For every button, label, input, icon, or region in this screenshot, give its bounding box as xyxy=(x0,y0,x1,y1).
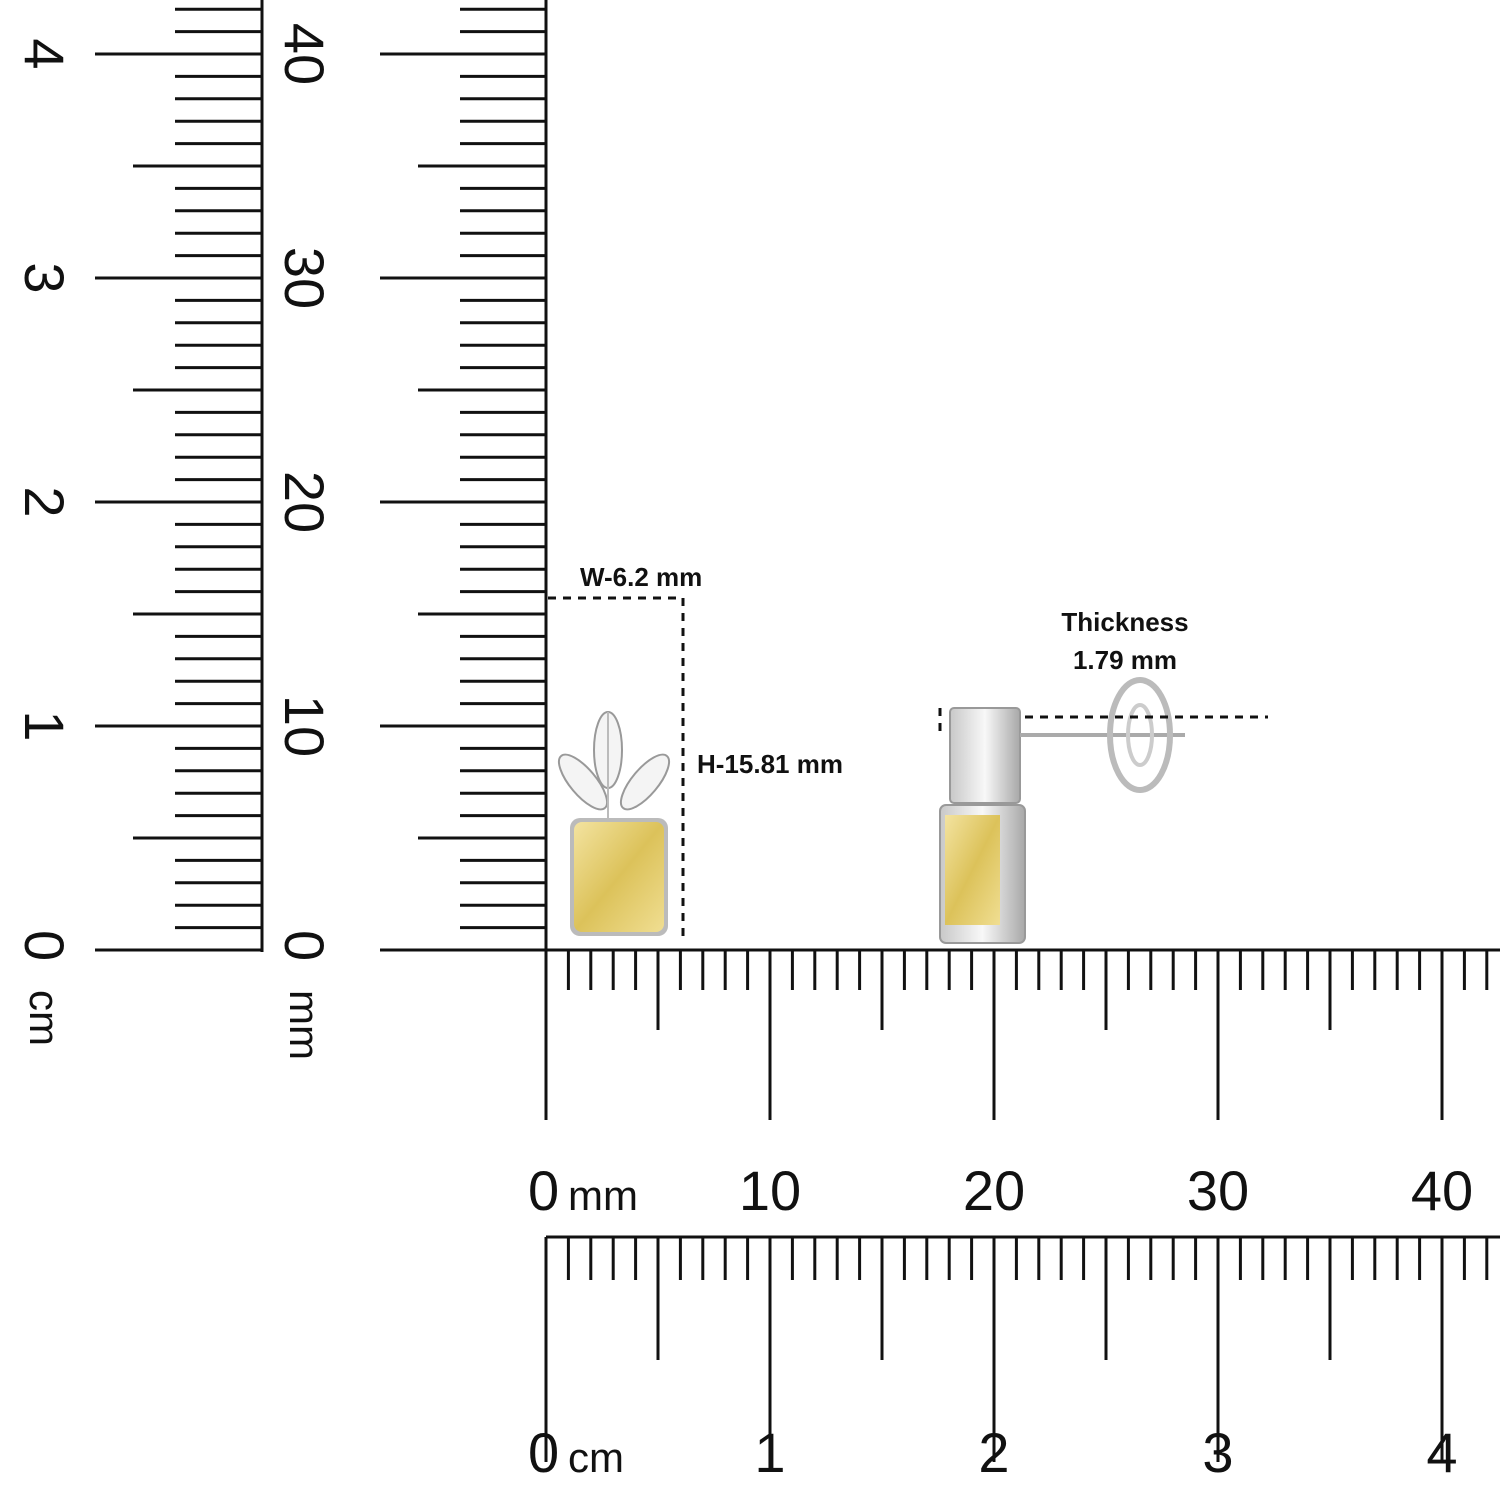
ruler-label: 3 xyxy=(1202,1421,1233,1484)
ruler-label: 2 xyxy=(13,486,76,517)
ruler-label: 40 xyxy=(273,23,336,85)
ruler-label: 3 xyxy=(13,262,76,293)
ruler-label: 0 xyxy=(528,1159,559,1222)
ruler-label: 0 xyxy=(13,930,76,961)
earring-front xyxy=(557,711,671,936)
ruler-label: 10 xyxy=(739,1159,801,1222)
ruler-label: 30 xyxy=(273,247,336,309)
ruler-label: 10 xyxy=(273,695,336,757)
ruler-unit: mm xyxy=(568,1172,638,1219)
height-label: H-15.81 mm xyxy=(697,749,843,779)
ruler-label: 1 xyxy=(13,710,76,741)
ruler-label: 20 xyxy=(963,1159,1025,1222)
ruler-label: 40 xyxy=(1411,1159,1473,1222)
ruler-label: 0 xyxy=(273,930,336,961)
ruler-label: 0 xyxy=(528,1421,559,1484)
ruler-label: 1 xyxy=(754,1421,785,1484)
ruler-unit: mm xyxy=(281,990,328,1060)
ruler-label: 4 xyxy=(13,38,76,69)
ruler-label: 30 xyxy=(1187,1159,1249,1222)
thickness-value: 1.79 mm xyxy=(1073,645,1177,675)
ruler-label: 4 xyxy=(1426,1421,1457,1484)
thickness-label: Thickness xyxy=(1061,607,1188,637)
ruler-unit: cm xyxy=(568,1434,624,1481)
ruler-unit: cm xyxy=(21,990,68,1046)
ruler-label: 2 xyxy=(978,1421,1009,1484)
width-label: W-6.2 mm xyxy=(580,562,702,592)
ruler-label: 20 xyxy=(273,471,336,533)
earring-side xyxy=(939,677,1185,944)
